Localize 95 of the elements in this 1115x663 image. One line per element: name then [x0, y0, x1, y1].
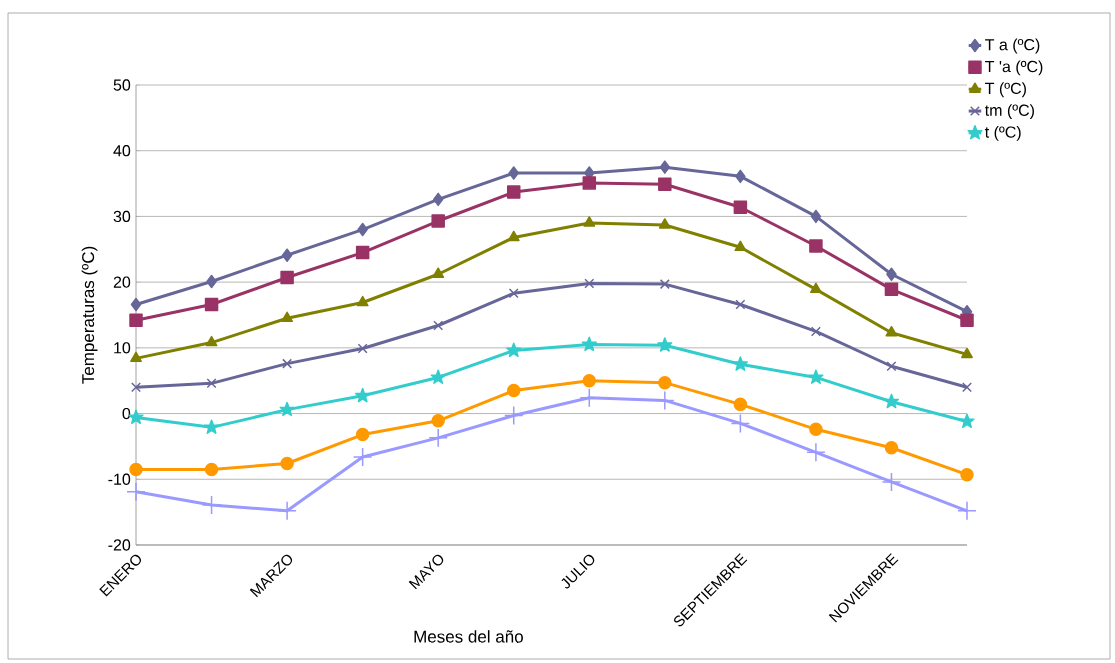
point: [277, 501, 297, 521]
point: [352, 447, 373, 467]
point: [959, 413, 975, 429]
point: [203, 419, 220, 434]
point: [733, 200, 748, 214]
point: [584, 278, 595, 289]
point: [508, 288, 519, 299]
point: [658, 218, 671, 229]
point: [806, 442, 826, 463]
point: [430, 369, 446, 384]
point: [884, 282, 899, 297]
point: [357, 343, 368, 354]
point: [881, 472, 902, 492]
point: [432, 267, 445, 278]
point: [582, 373, 597, 388]
point: [809, 239, 823, 253]
y-tick-label: 40: [113, 145, 131, 157]
point: [279, 401, 295, 417]
point: [808, 369, 824, 384]
point: [129, 313, 143, 327]
legend-label: T (ºC): [985, 82, 1026, 98]
point: [508, 166, 519, 180]
y-axis-title: Temperaturas (ºC): [81, 246, 98, 384]
point: [960, 467, 974, 482]
point: [201, 495, 222, 515]
point: [809, 282, 822, 294]
point: [581, 336, 597, 352]
point: [810, 209, 822, 224]
legend-label: T 'a (ºC): [985, 60, 1043, 76]
point: [428, 428, 448, 448]
point: [658, 375, 672, 390]
point: [885, 325, 898, 337]
point: [659, 279, 670, 290]
point: [886, 267, 897, 281]
point: [432, 192, 444, 207]
y-tick-label: -10: [108, 473, 131, 485]
point: [355, 387, 371, 403]
point: [280, 456, 294, 471]
point: [733, 397, 748, 412]
point: [130, 351, 142, 363]
point: [735, 299, 746, 310]
point: [582, 176, 597, 190]
point: [503, 405, 524, 426]
point: [282, 358, 293, 369]
point: [129, 462, 143, 477]
point: [355, 245, 370, 260]
y-tick-label: 20: [113, 276, 131, 288]
point: [204, 462, 219, 477]
point: [357, 222, 368, 237]
point: [431, 414, 445, 428]
point: [657, 337, 673, 352]
point: [886, 361, 897, 372]
point: [280, 270, 294, 285]
point: [206, 274, 217, 289]
point: [128, 409, 144, 425]
point: [506, 185, 521, 199]
point: [962, 382, 972, 393]
point: [130, 297, 142, 312]
point: [506, 383, 521, 398]
point: [355, 427, 370, 442]
point: [659, 160, 671, 174]
point: [205, 335, 218, 347]
point: [883, 393, 900, 409]
legend-label: tm (ºC): [984, 104, 1034, 120]
y-tick-label: 50: [113, 79, 131, 91]
point: [433, 320, 444, 331]
point: [281, 311, 294, 323]
point: [732, 356, 748, 371]
point: [431, 214, 445, 228]
point: [356, 295, 369, 307]
point: [506, 342, 522, 358]
point: [507, 230, 520, 242]
point: [809, 422, 823, 437]
point: [734, 240, 747, 252]
point: [957, 501, 977, 521]
point: [735, 169, 746, 184]
point: [730, 413, 751, 434]
point: [583, 216, 596, 227]
point: [884, 440, 899, 455]
y-tick-label: 0: [122, 407, 131, 420]
legend-label: t (ºC): [984, 125, 1021, 141]
point: [281, 248, 293, 262]
point: [131, 382, 141, 393]
point: [961, 347, 973, 359]
point: [206, 378, 217, 389]
point: [960, 313, 974, 327]
point: [204, 297, 219, 312]
y-tick-label: -20: [108, 539, 131, 551]
y-tick-label: 10: [114, 342, 131, 354]
y-tick-label: 30: [113, 210, 131, 223]
point: [810, 326, 821, 337]
point: [655, 390, 675, 411]
legend-label: T a (ºC): [985, 38, 1040, 54]
x-axis-title: Meses del año: [414, 630, 523, 643]
point: [658, 177, 672, 191]
